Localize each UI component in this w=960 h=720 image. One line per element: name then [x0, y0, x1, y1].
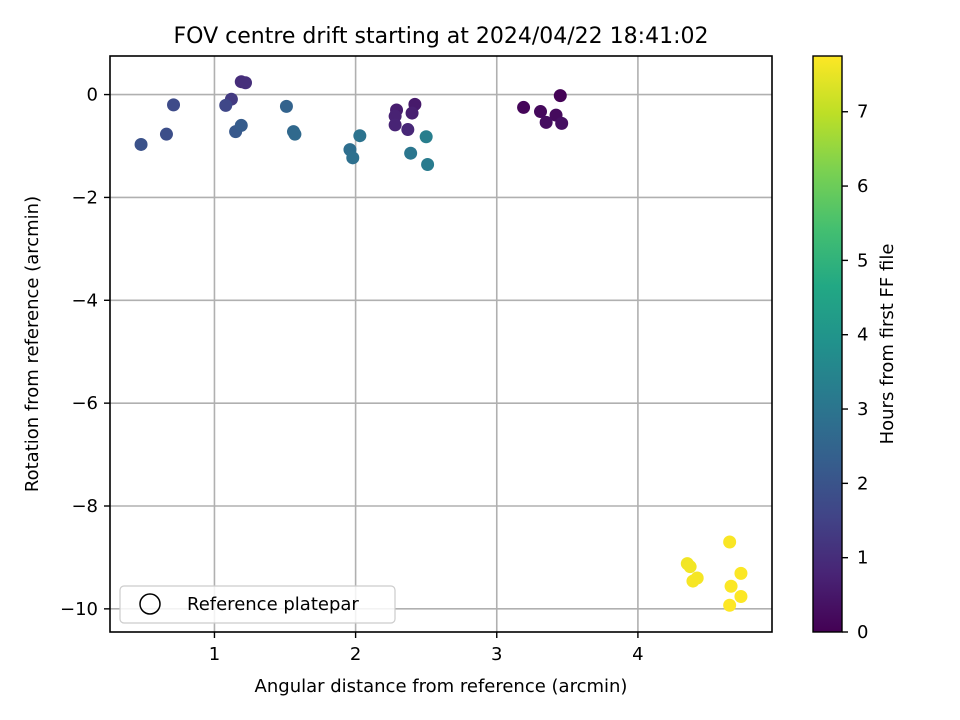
scatter-point: [534, 105, 548, 119]
scatter-point: [539, 115, 553, 129]
scatter-point: [167, 98, 181, 112]
y-axis-label: Rotation from reference (arcmin): [22, 196, 43, 492]
scatter-point: [405, 106, 419, 120]
chart-title: FOV centre drift starting at 2024/04/22 …: [174, 24, 709, 49]
legend-marker-open-circle: [139, 593, 161, 615]
colorbar-tick-label: 1: [857, 548, 868, 569]
scatter-point: [404, 146, 418, 160]
colorbar: 0 1 2 3 4 5 6 7 Hours from first FF file: [812, 55, 898, 643]
scatter-point: [401, 123, 415, 137]
scatter-point: [419, 130, 433, 144]
x-tick-label: 2: [350, 644, 361, 665]
colorbar-tick-label: 4: [857, 325, 868, 346]
scatter-point: [279, 99, 293, 113]
scatter-point: [353, 129, 367, 143]
plot-frame: [109, 55, 773, 633]
legend: Reference platepar: [119, 585, 396, 624]
y-tick-label: −6: [71, 393, 98, 414]
colorbar-tick-label: 5: [857, 250, 868, 271]
scatter-point: [683, 560, 697, 574]
y-tick-label: −10: [60, 599, 98, 620]
scatter-point: [234, 118, 248, 132]
scatter-point: [421, 158, 435, 172]
scatter-point: [724, 579, 738, 593]
y-tick-label: −8: [71, 496, 98, 517]
scatter-point: [734, 566, 748, 580]
legend-box: [119, 585, 396, 624]
grid-lines: [110, 56, 772, 632]
scatter-point: [723, 535, 737, 549]
colorbar-gradient: [813, 56, 842, 632]
scatter-point: [219, 98, 233, 112]
scatter-point: [388, 118, 402, 132]
axis-ticks: 1 2 3 4 0 −2 −4 −6 −8 −10: [60, 85, 644, 665]
y-tick-label: −2: [71, 187, 98, 208]
x-axis-label: Angular distance from reference (arcmin): [255, 676, 628, 697]
colorbar-label: Hours from first FF file: [877, 244, 898, 445]
x-tick-label: 3: [491, 644, 502, 665]
scatter-point: [553, 89, 567, 103]
colorbar-tick-label: 3: [857, 399, 868, 420]
scatter-point: [555, 116, 569, 130]
colorbar-frame: [812, 55, 843, 633]
scatter-point: [734, 590, 748, 604]
scatter-point: [346, 151, 360, 165]
scatter-point: [239, 76, 253, 90]
x-tick-label: 1: [209, 644, 220, 665]
colorbar-tick-label: 6: [857, 176, 868, 197]
scatter-point: [517, 100, 531, 114]
x-tick-label: 4: [632, 644, 643, 665]
y-tick-label: −4: [71, 290, 98, 311]
colorbar-tick-label: 0: [857, 622, 868, 643]
scatter-point: [686, 574, 700, 588]
colorbar-tick-label: 2: [857, 473, 868, 494]
scatter-point: [288, 127, 302, 141]
colorbar-tick-label: 7: [857, 102, 868, 123]
scatter-point: [134, 137, 148, 151]
y-tick-label: 0: [87, 85, 98, 106]
scatter-points: [134, 75, 748, 612]
legend-label: Reference platepar: [187, 594, 359, 615]
colorbar-ticks: 0 1 2 3 4 5 6 7: [842, 102, 868, 643]
scatter-point: [723, 598, 737, 612]
scatter-point: [159, 127, 173, 141]
